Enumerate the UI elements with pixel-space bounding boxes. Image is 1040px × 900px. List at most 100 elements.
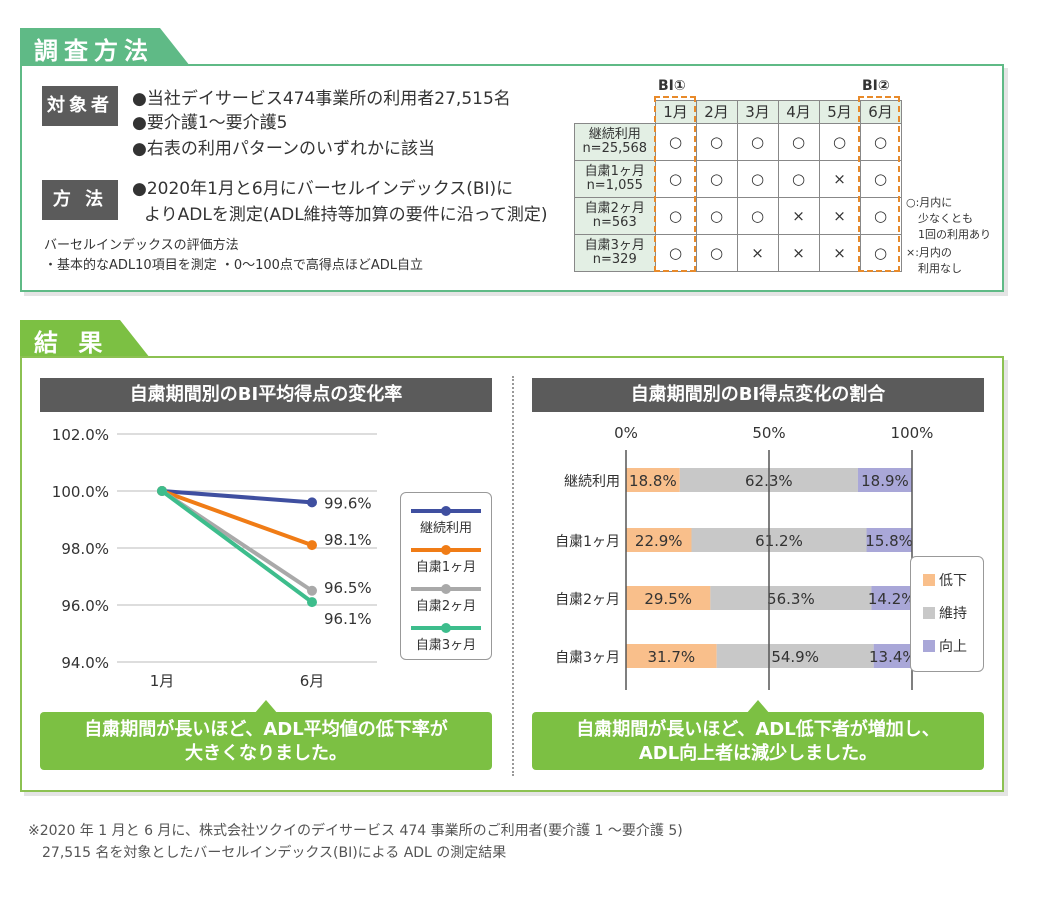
row-header: 自粛1ヶ月 n=1,055 <box>574 159 656 198</box>
bi-note-title: バーセルインデックスの評価方法 <box>44 238 239 253</box>
month-header: 2月 <box>695 100 738 124</box>
mark-cell: ○ <box>859 233 902 272</box>
y-tick-label: 96.0% <box>61 597 109 615</box>
bar-segment <box>626 644 717 668</box>
right-callout-line-2: ADL向上者は減少しました。 <box>638 743 878 764</box>
table-row: 継続利用 n=25,568 ○ ○ ○ ○ ○ ○ <box>574 122 902 161</box>
legend-label: 向上 <box>939 639 967 655</box>
data-label: 61.2% <box>755 532 803 550</box>
data-point <box>307 497 317 508</box>
method-box: 対象者 ●当社デイサービス474事業所の利用者27,515名 ●要介護1〜要介護… <box>20 64 1004 292</box>
month-header: 6月 <box>859 100 902 124</box>
bi2-label: BI② <box>862 78 890 94</box>
method-tab-label: 調査方法 <box>34 37 154 65</box>
mark-cell: ○ <box>777 122 820 161</box>
table-row: 自粛3ヶ月 n=329 ○ ○ × × × ○ <box>574 233 902 272</box>
panel-divider <box>512 376 514 776</box>
series-line <box>161 489 313 548</box>
data-label: 18.8% <box>629 472 677 490</box>
data-label: 56.3% <box>767 590 815 608</box>
data-label: 18.9% <box>861 472 909 490</box>
mark-cell: × <box>777 233 820 272</box>
data-point <box>307 597 317 608</box>
bi-note-body: ・基本的なADL10項目を測定 ・0〜100点で高得点ほどADL自立 <box>44 258 424 273</box>
method-line-1: ●2020年1月と6月にバーセルインデックス(BI)に <box>132 179 514 199</box>
data-label: 14.2% <box>868 590 916 608</box>
footnote: ※2020 年 1 月と 6 月に、株式会社ツクイのデイサービス 474 事業所… <box>28 820 683 864</box>
x-tick-label: 1月 <box>150 672 175 690</box>
legend-label: 維持 <box>939 606 967 622</box>
left-callout-line-1: 自粛期間が長いほど、ADL平均値の低下率が <box>84 719 448 740</box>
legend-key-dot <box>441 584 451 594</box>
legend-swatch-decline <box>923 574 935 586</box>
row-header: 継続利用 n=25,568 <box>574 122 656 161</box>
data-point <box>157 486 167 496</box>
category-label: 自粛2ヶ月 <box>555 592 620 608</box>
legend-swatch-improve <box>923 640 935 652</box>
bar-segment <box>626 528 692 552</box>
data-label: 31.7% <box>648 648 696 666</box>
line-chart: 94.0% 96.0% 98.0% 100.0% 102.0% 1月 6月 99.6% 98.1… <box>52 426 377 690</box>
category-label: 自粛3ヶ月 <box>555 650 620 666</box>
legend-label: 自粛2ヶ月 <box>415 599 477 614</box>
x-tick-label: 50% <box>752 424 785 442</box>
data-label: 99.6% <box>324 494 372 512</box>
method-tab: 調査方法 <box>20 28 190 66</box>
category-label: 自粛1ヶ月 <box>555 534 620 550</box>
bar-chart: 0% 50% 100%継続利用 18.8% 62.3% 18.9%自粛1ヶ月 22.9% 61… <box>555 424 933 690</box>
y-tick-label: 100.0% <box>52 483 109 501</box>
legend-o-line-2: 少なくとも <box>918 212 973 225</box>
bar-segment <box>866 528 912 552</box>
row-header: 自粛2ヶ月 n=563 <box>574 196 656 235</box>
left-panel-title: 自粛期間別のBI平均得点の変化率 <box>40 378 492 412</box>
subjects-label: 対象者 <box>42 86 118 126</box>
data-point <box>307 585 317 596</box>
legend-label: 自粛3ヶ月 <box>415 638 477 653</box>
legend-swatch-maintain <box>923 607 935 619</box>
bar-segment <box>873 644 912 668</box>
bi1-label: BI① <box>658 78 686 94</box>
line-legend: 継続利用 自粛1ヶ月 自粛2ヶ月 自粛3ヶ月 <box>400 492 492 660</box>
legend-key-dot <box>441 623 451 633</box>
mark-cell: ○ <box>736 159 779 198</box>
legend-label: 低下 <box>939 573 967 589</box>
mark-cell: ○ <box>695 196 738 235</box>
legend-key-dot <box>441 506 451 516</box>
subjects-line-1: ●当社デイサービス474事業所の利用者27,515名 <box>132 89 511 109</box>
mark-cell: ○ <box>736 122 779 161</box>
row-header: 自粛3ヶ月 n=329 <box>574 233 656 272</box>
bar-segment <box>710 586 872 610</box>
mark-cell: ○ <box>818 122 861 161</box>
month-header: 5月 <box>818 100 861 124</box>
bar-legend: 低下 維持 向上 <box>910 556 984 672</box>
line-legend-keys <box>411 506 481 633</box>
data-label: 54.9% <box>771 648 819 666</box>
x-tick-label: 0% <box>614 424 638 442</box>
y-tick-label: 98.0% <box>61 540 109 558</box>
x-tick-label: 6月 <box>300 672 325 690</box>
mark-cell: ○ <box>859 122 902 161</box>
bar-segment <box>857 468 912 492</box>
legend-x-line-2: 利用なし <box>918 262 962 275</box>
mark-cell: ○ <box>654 122 697 161</box>
right-callout: 自粛期間が長いほど、ADL低下者が増加し、 ADL向上者は減少しました。 <box>532 712 984 770</box>
month-header: 1月 <box>654 100 697 124</box>
data-label: 96.1% <box>324 610 372 628</box>
subjects-line-2: ●要介護1〜要介護5 <box>132 113 288 133</box>
month-header: 3月 <box>736 100 779 124</box>
data-label: 96.5% <box>324 579 372 597</box>
y-tick-label: 94.0% <box>61 654 109 672</box>
legend-label: 自粛1ヶ月 <box>415 560 477 575</box>
mark-cell: ○ <box>859 196 902 235</box>
bar-segment <box>691 528 867 552</box>
table-row: 自粛2ヶ月 n=563 ○ ○ ○ × × ○ <box>574 196 902 235</box>
results-tab: 結 果 <box>20 320 150 358</box>
method-tab-shape <box>20 28 190 66</box>
footnote-line-2: 27,515 名を対象としたバーセルインデックス(BI)による ADL の測定結… <box>42 845 507 861</box>
left-callout-pointer <box>254 700 278 714</box>
legend-x-line-1: ×:月内の <box>906 246 952 259</box>
mark-cell: ○ <box>695 159 738 198</box>
bar-segment <box>626 586 711 610</box>
mark-cell: ○ <box>859 159 902 198</box>
mark-cell: ○ <box>736 196 779 235</box>
